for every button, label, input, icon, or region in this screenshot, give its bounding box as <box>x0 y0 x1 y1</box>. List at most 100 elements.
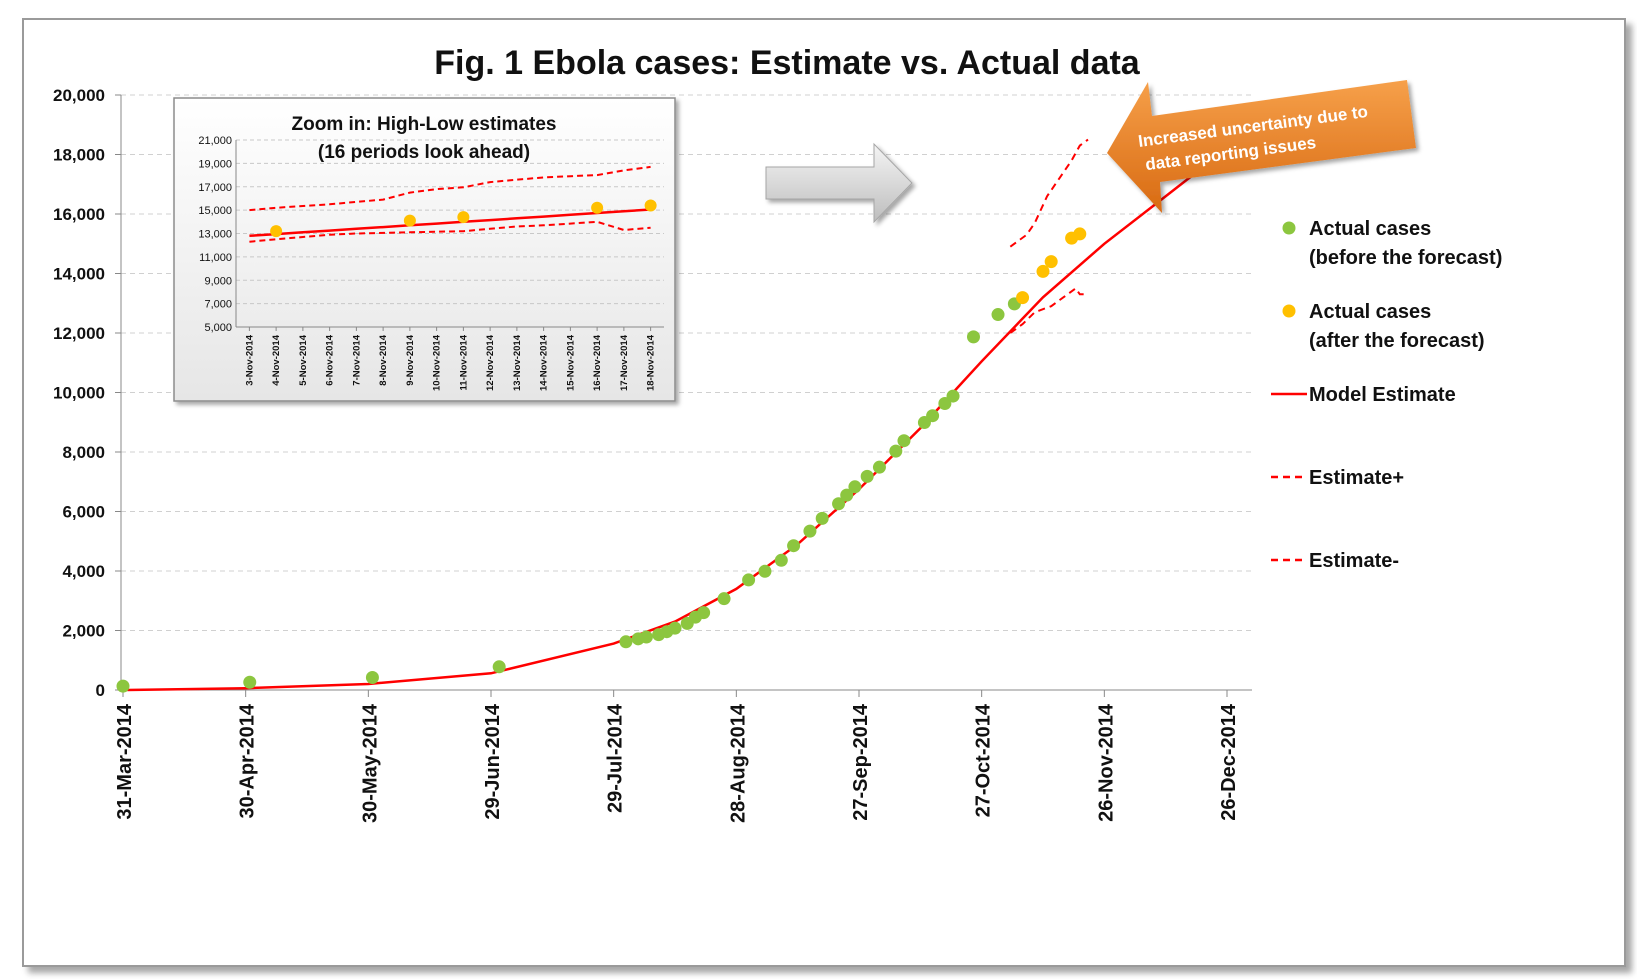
inset-y-tick-label: 7,000 <box>204 299 232 311</box>
inset-y-tick-label: 9,000 <box>204 275 232 287</box>
data-point <box>668 621 682 635</box>
y-tick-label: 4,000 <box>62 562 105 581</box>
ebola-chart: Fig. 1 Ebola cases: Estimate vs. Actual … <box>53 44 1502 823</box>
inset-data-point <box>403 214 416 227</box>
data-point <box>946 389 960 403</box>
legend-label: Estimate- <box>1309 550 1399 572</box>
y-tick-label: 12,000 <box>53 324 105 343</box>
x-tick-label: 31-Mar-2014 <box>114 703 136 820</box>
inset-y-tick-label: 15,000 <box>198 205 232 217</box>
inset-y-tick-label: 17,000 <box>198 182 232 194</box>
estimate-plus-line <box>1009 138 1089 248</box>
legend-marker <box>1282 221 1296 235</box>
inset-data-point <box>270 225 283 238</box>
data-point <box>116 679 130 693</box>
data-point <box>1044 255 1058 269</box>
inset-y-tick-label: 5,000 <box>204 322 232 334</box>
legend-label: Estimate+ <box>1309 467 1404 489</box>
data-point <box>848 480 862 494</box>
inset-title-line1: Zoom in: High-Low estimates <box>292 114 557 135</box>
y-tick-label: 10,000 <box>53 384 105 403</box>
inset-x-tick-label: 9-Nov-2014 <box>405 334 416 385</box>
data-point <box>697 606 711 620</box>
data-point <box>926 409 940 423</box>
y-tick-label: 2,000 <box>62 622 105 641</box>
inset-x-tick-label: 13-Nov-2014 <box>512 334 523 391</box>
inset-x-tick-label: 15-Nov-2014 <box>565 334 576 391</box>
inset-x-tick-label: 4-Nov-2014 <box>271 334 282 385</box>
x-tick-label: 26-Dec-2014 <box>1218 703 1240 821</box>
inset-x-tick-label: 8-Nov-2014 <box>378 334 389 385</box>
data-point <box>872 460 886 474</box>
legend: Actual cases (before the forecast) Actual … <box>1271 218 1502 572</box>
y-tick-label: 16,000 <box>53 205 105 224</box>
data-point <box>717 592 731 606</box>
x-tick-label: 26-Nov-2014 <box>1095 703 1117 822</box>
data-point <box>365 671 379 685</box>
data-point <box>1016 291 1030 305</box>
inset-x-tick-label: 14-Nov-2014 <box>539 334 550 391</box>
data-point <box>787 539 801 553</box>
inset-x-tick-label: 11-Nov-2014 <box>458 334 469 390</box>
inset-x-tick-label: 6-Nov-2014 <box>325 334 336 385</box>
x-tick-label: 29-Jun-2014 <box>482 703 504 819</box>
inset-title-line2: (16 periods look ahead) <box>318 142 530 163</box>
inset-estimate-plus-line <box>249 165 651 212</box>
y-tick-label: 8,000 <box>62 443 105 462</box>
data-point <box>889 444 903 458</box>
data-point <box>803 524 817 538</box>
inset-x-tick-label: 7-Nov-2014 <box>351 334 362 385</box>
x-tick-label: 30-Apr-2014 <box>237 703 259 818</box>
y-axis: 0 2,000 4,000 6,000 8,000 10,000 12,000 14,000 1… <box>53 86 122 700</box>
data-point <box>966 330 980 344</box>
inset-x-tick-label: 10-Nov-2014 <box>432 334 443 391</box>
inset-y-tick-label: 19,000 <box>198 158 232 170</box>
data-point <box>1073 227 1087 241</box>
legend-label: Actual cases <box>1309 218 1431 240</box>
x-tick-label: 28-Aug-2014 <box>727 703 749 823</box>
data-point <box>991 308 1005 322</box>
legend-marker <box>1282 304 1296 318</box>
inset-data-point <box>644 199 657 212</box>
data-point <box>815 511 829 525</box>
inset-x-tick-label: 17-Nov-2014 <box>619 334 630 391</box>
y-tick-label: 18,000 <box>53 146 105 165</box>
inset-x-tick-label: 3-Nov-2014 <box>244 334 255 385</box>
legend-label: Actual cases <box>1309 301 1431 323</box>
legend-label: Model Estimate <box>1309 384 1456 406</box>
zoom-inset: Zoom in: High-Low estimates (16 periods … <box>173 97 676 402</box>
data-point <box>860 469 874 483</box>
grey-arrow-shape <box>765 142 913 224</box>
data-point <box>774 553 788 567</box>
data-point <box>758 564 772 578</box>
x-tick-label: 27-Sep-2014 <box>850 703 872 821</box>
inset-x-tick-label: 18-Nov-2014 <box>646 334 657 391</box>
y-tick-label: 20,000 <box>53 86 105 105</box>
uncertainty-callout: Increased uncertainty due to data report… <box>1107 80 1416 213</box>
estimate-minus-line <box>1009 286 1088 334</box>
chart-title: Fig. 1 Ebola cases: Estimate vs. Actual … <box>434 44 1141 82</box>
inset-data-point <box>591 201 604 214</box>
inset-y-tick-label: 13,000 <box>198 229 232 241</box>
x-tick-label: 27-Oct-2014 <box>973 703 995 817</box>
inset-data-point <box>457 211 470 224</box>
inset-x-tick-label: 12-Nov-2014 <box>485 334 496 391</box>
chart-frame: Fig. 1 Ebola cases: Estimate vs. Actual … <box>22 18 1626 967</box>
data-point <box>832 497 846 511</box>
inset-estimate-minus-line <box>249 220 651 243</box>
legend-label-sub: (before the forecast) <box>1309 247 1502 269</box>
inset-y-tick-label: 21,000 <box>198 135 232 147</box>
data-point <box>243 675 257 689</box>
y-tick-label: 0 <box>96 681 105 700</box>
data-point <box>619 635 633 649</box>
data-point <box>639 630 653 644</box>
x-axis: 31-Mar-2014 30-Apr-2014 30-May-2014 29-Jun-… <box>114 689 1252 823</box>
data-point <box>897 434 911 448</box>
inset-y-tick-label: 11,000 <box>199 252 232 264</box>
legend-label-sub: (after the forecast) <box>1309 330 1485 352</box>
inset-panel <box>173 97 676 402</box>
data-point <box>840 488 854 502</box>
data-point <box>492 660 506 674</box>
data-point <box>742 573 756 587</box>
inset-x-tick-label: 16-Nov-2014 <box>592 334 603 391</box>
